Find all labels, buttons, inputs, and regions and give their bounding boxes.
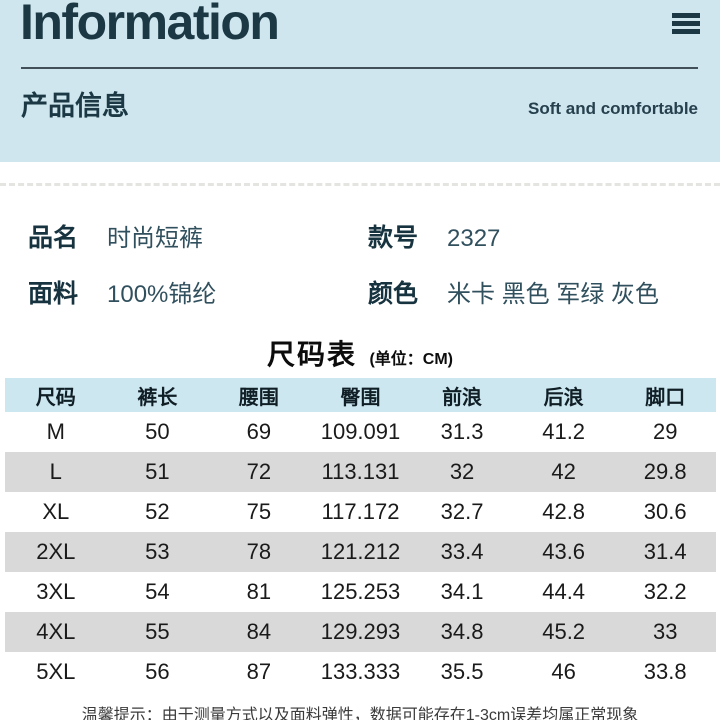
disclaimer-note: 温馨提示：由于测量方式以及面料弹性，数据可能存在1-3cm误差均属正常现象 xyxy=(81,707,639,720)
table-cell: 53 xyxy=(145,539,170,564)
table-cell: 125.253 xyxy=(320,579,401,604)
column-header: 腰围 xyxy=(238,386,279,409)
product-field-name: 品名 时尚短裤 xyxy=(28,218,203,254)
table-cell: 42.8 xyxy=(542,499,586,524)
size-chart-table: 尺码 裤长 腰围 臀围 前浪 后浪 脚口 M 50 69 109.091 31.… xyxy=(5,378,716,692)
menu-bar xyxy=(672,13,700,18)
table-row: 5XL 56 87 133.333 35.5 46 33.8 xyxy=(5,652,716,692)
field-label: 颜色 xyxy=(368,280,419,308)
field-label: 品名 xyxy=(28,224,79,252)
table-row: 4XL 55 84 129.293 34.8 45.2 33 xyxy=(5,612,716,652)
table-cell: XL xyxy=(42,499,70,524)
table-cell: 2XL xyxy=(36,539,76,564)
size-chart-title: 尺码表 (单位：CM) xyxy=(0,333,720,373)
table-cell: 44.4 xyxy=(542,579,586,604)
column-header: 尺码 xyxy=(35,386,76,409)
field-value: 100%锦纶 xyxy=(107,281,217,308)
table-cell: 30.6 xyxy=(643,499,687,524)
dashed-divider xyxy=(0,183,720,186)
table-cell: 51 xyxy=(145,459,170,484)
column-header: 后浪 xyxy=(543,386,584,409)
table-cell: 32 xyxy=(449,459,475,484)
table-row: 3XL 54 81 125.253 34.1 44.4 32.2 xyxy=(5,572,716,612)
table-cell: 35.5 xyxy=(440,659,484,684)
table-cell: 29 xyxy=(652,419,678,444)
table-cell: 87 xyxy=(246,659,272,684)
table-row: M 50 69 109.091 31.3 41.2 29 xyxy=(5,412,716,452)
field-value: 2327 xyxy=(447,225,501,252)
product-field-fabric: 面料 100%锦纶 xyxy=(28,274,216,310)
table-cell: 133.333 xyxy=(320,659,401,684)
table-row: L 51 72 113.131 32 42 29.8 xyxy=(5,452,716,492)
table-cell: 81 xyxy=(246,579,272,604)
table-cell: 109.091 xyxy=(320,419,401,444)
table-cell: 69 xyxy=(246,419,272,444)
table-cell: 84 xyxy=(246,619,272,644)
size-chart-title-text: 尺码表 xyxy=(266,339,357,370)
menu-bar xyxy=(672,29,700,34)
table-cell: 42 xyxy=(551,459,576,484)
field-label: 面料 xyxy=(28,280,79,308)
hamburger-menu-icon[interactable] xyxy=(672,13,700,34)
table-row: 2XL 53 78 121.212 33.4 43.6 31.4 xyxy=(5,532,716,572)
table-cell: 3XL xyxy=(36,579,76,604)
table-cell: 117.172 xyxy=(321,499,400,524)
table-cell: 34.8 xyxy=(440,619,484,644)
product-field-color: 颜色 米卡 黑色 军绿 灰色 xyxy=(368,274,659,310)
header-divider xyxy=(21,67,698,69)
column-header: 脚口 xyxy=(645,386,686,409)
menu-bar xyxy=(672,21,700,26)
table-cell: 78 xyxy=(246,539,272,564)
table-cell: 32.2 xyxy=(643,579,687,604)
table-header-row: 尺码 裤长 腰围 臀围 前浪 后浪 脚口 xyxy=(5,378,716,412)
column-header: 臀围 xyxy=(340,386,381,409)
hero-header: Information 产品信息 Soft and comfortable xyxy=(0,0,720,162)
table-cell: 46 xyxy=(551,659,576,684)
table-cell: 31.4 xyxy=(643,539,687,564)
section-title-cn: 产品信息 xyxy=(21,91,129,121)
table-cell: 33.8 xyxy=(643,659,687,684)
table-cell: 29.8 xyxy=(643,459,687,484)
column-header: 前浪 xyxy=(442,386,483,409)
table-cell: 72 xyxy=(246,459,272,484)
field-value: 时尚短裤 xyxy=(107,225,204,252)
table-cell: 41.2 xyxy=(542,419,586,444)
table-cell: 5XL xyxy=(36,659,76,684)
tagline: Soft and comfortable xyxy=(527,99,698,118)
field-label: 款号 xyxy=(368,224,419,252)
table-cell: 54 xyxy=(145,579,170,604)
table-cell: 43.6 xyxy=(542,539,586,564)
table-cell: 55 xyxy=(145,619,170,644)
table-cell: M xyxy=(46,419,65,444)
unit-note: (单位：CM) xyxy=(369,351,453,368)
table-cell: 33 xyxy=(652,619,678,644)
column-header: 裤长 xyxy=(137,386,178,409)
product-field-style-number: 款号 2327 xyxy=(368,218,500,254)
table-body: M 50 69 109.091 31.3 41.2 29 L 51 72 113… xyxy=(5,412,716,692)
table-cell: 4XL xyxy=(36,619,76,644)
table-cell: 52 xyxy=(145,499,170,524)
page-title: Information xyxy=(20,0,280,50)
table-cell: 33.4 xyxy=(440,539,484,564)
field-value: 米卡 黑色 军绿 灰色 xyxy=(447,281,660,308)
table-cell: 75 xyxy=(246,499,272,524)
table-row: XL 52 75 117.172 32.7 42.8 30.6 xyxy=(5,492,716,532)
table-cell: 113.131 xyxy=(321,459,400,484)
table-cell: 34.1 xyxy=(440,579,484,604)
table-cell: 45.2 xyxy=(542,619,586,644)
table-cell: 32.7 xyxy=(440,499,484,524)
table-cell: 121.212 xyxy=(320,539,401,564)
table-cell: 129.293 xyxy=(320,619,401,644)
table-cell: 31.3 xyxy=(440,419,484,444)
table-cell: 50 xyxy=(145,419,170,444)
table-cell: L xyxy=(49,459,62,484)
table-cell: 56 xyxy=(145,659,170,684)
